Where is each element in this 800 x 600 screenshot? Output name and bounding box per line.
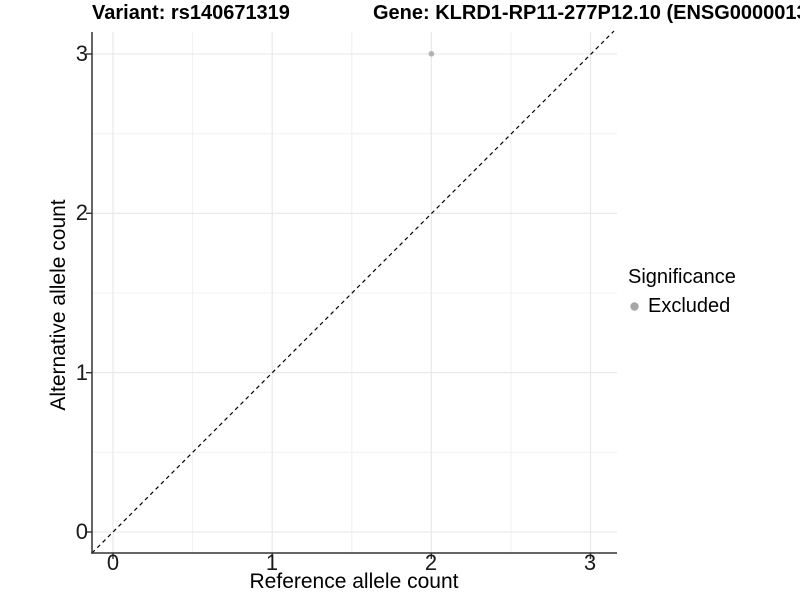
legend: Significance Excluded	[628, 266, 800, 317]
data-point	[428, 51, 435, 57]
x-tick-marks	[112, 553, 592, 559]
legend-title: Significance	[628, 266, 736, 288]
x-tick-label-0: 0	[106, 550, 120, 575]
y-tick-label-0: 0	[75, 519, 88, 544]
grid-major-horizontal	[92, 53, 617, 533]
x-tick-label-2: 2	[424, 550, 438, 575]
plot-title-gene: Gene: KLRD1-RP11-277P12.10 (ENSG0000013	[373, 2, 800, 24]
y-axis-title: Alternative allele count	[47, 199, 70, 411]
grid-minor-horizontal	[92, 133, 617, 453]
legend-item-label: Excluded	[648, 295, 731, 317]
legend-item-excluded: Excluded	[628, 295, 800, 317]
legend-point-icon	[630, 301, 639, 311]
y-tick-label-2: 2	[75, 200, 88, 225]
identity-line	[91, 30, 615, 554]
grid-major-vertical	[112, 32, 592, 553]
x-tick-label-1: 1	[265, 550, 279, 575]
x-axis-title: Reference allele count	[249, 570, 459, 593]
y-tick-label-3: 3	[75, 41, 88, 66]
y-tick-label-1: 1	[75, 360, 88, 385]
plot-title-variant: Variant: rs140671319	[92, 2, 290, 24]
x-tick-label-3: 3	[583, 550, 597, 575]
y-tick-marks	[86, 53, 92, 533]
